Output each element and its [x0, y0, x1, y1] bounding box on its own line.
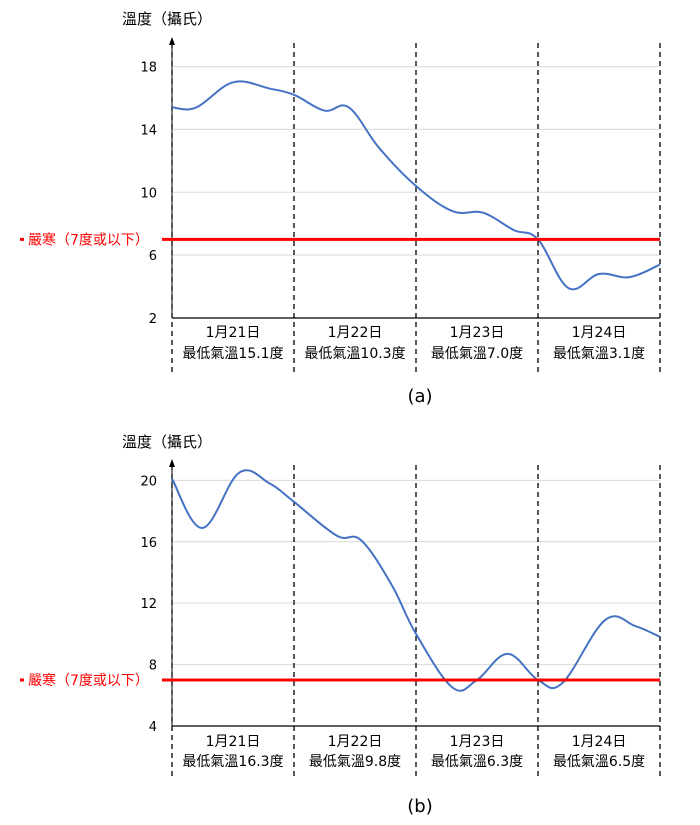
day-min-temp-label: 最低氣溫10.3度 [304, 346, 405, 362]
day-date-label: 1月24日 [572, 734, 627, 750]
y-tick-label: 12 [140, 597, 157, 612]
day-date-label: 1月22日 [328, 325, 383, 341]
threshold-label: 嚴寒（7度或以下） [28, 231, 149, 248]
y-axis-label: 溫度（攝氏） [122, 10, 212, 28]
day-date-label: 1月21日 [206, 734, 261, 750]
day-min-temp-label: 最低氣溫6.3度 [431, 754, 523, 770]
day-date-label: 1月23日 [450, 734, 505, 750]
y-tick-label: 4 [149, 720, 157, 735]
chart-caption: (a) [407, 386, 432, 407]
y-tick-label: 18 [140, 61, 157, 76]
chart-caption: (b) [407, 796, 432, 817]
y-tick-label: 14 [140, 123, 157, 138]
y-axis-arrow-icon [169, 37, 175, 45]
day-date-label: 1月24日 [572, 325, 627, 341]
day-date-label: 1月21日 [206, 325, 261, 341]
day-date-label: 1月23日 [450, 325, 505, 341]
day-min-temp-label: 最低氣溫3.1度 [553, 346, 645, 362]
threshold-label-bg [24, 229, 162, 250]
temperature-line [171, 469, 661, 692]
y-axis-label: 溫度（攝氏） [122, 433, 212, 451]
day-min-temp-label: 最低氣溫6.5度 [553, 754, 645, 770]
day-min-temp-label: 最低氣溫16.3度 [182, 754, 283, 770]
day-min-temp-label: 最低氣溫9.8度 [309, 754, 401, 770]
y-tick-label: 10 [140, 186, 157, 201]
temperature-line [171, 80, 661, 291]
day-date-label: 1月22日 [328, 734, 383, 750]
y-tick-label: 8 [149, 659, 157, 674]
day-min-temp-label: 最低氣溫7.0度 [431, 346, 523, 362]
day-min-temp-label: 最低氣溫15.1度 [182, 346, 283, 362]
y-tick-label: 16 [140, 536, 157, 551]
threshold-label: 嚴寒（7度或以下） [28, 672, 149, 689]
y-tick-label: 2 [149, 312, 157, 327]
threshold-label-bg [24, 669, 162, 690]
y-tick-label: 20 [140, 474, 157, 489]
y-axis-arrow-icon [169, 459, 175, 467]
y-tick-label: 6 [149, 249, 157, 264]
